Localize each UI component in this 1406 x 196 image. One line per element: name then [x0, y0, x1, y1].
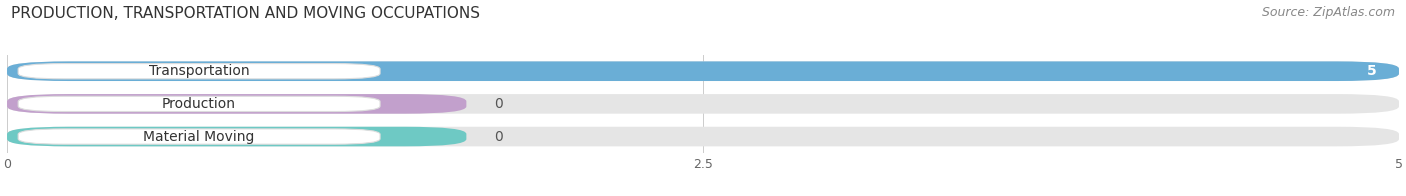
- Text: Material Moving: Material Moving: [143, 130, 254, 143]
- FancyBboxPatch shape: [7, 61, 1399, 81]
- FancyBboxPatch shape: [18, 96, 380, 112]
- Text: Production: Production: [162, 97, 236, 111]
- Text: Source: ZipAtlas.com: Source: ZipAtlas.com: [1261, 6, 1395, 19]
- Text: 0: 0: [495, 130, 503, 143]
- Text: PRODUCTION, TRANSPORTATION AND MOVING OCCUPATIONS: PRODUCTION, TRANSPORTATION AND MOVING OC…: [11, 6, 481, 21]
- Text: 0: 0: [495, 97, 503, 111]
- FancyBboxPatch shape: [7, 94, 1399, 114]
- FancyBboxPatch shape: [7, 127, 467, 146]
- FancyBboxPatch shape: [7, 61, 1399, 81]
- FancyBboxPatch shape: [18, 64, 380, 79]
- Text: 5: 5: [1367, 64, 1376, 78]
- FancyBboxPatch shape: [7, 127, 1399, 146]
- Text: Transportation: Transportation: [149, 64, 249, 78]
- FancyBboxPatch shape: [18, 129, 380, 144]
- FancyBboxPatch shape: [7, 94, 467, 114]
